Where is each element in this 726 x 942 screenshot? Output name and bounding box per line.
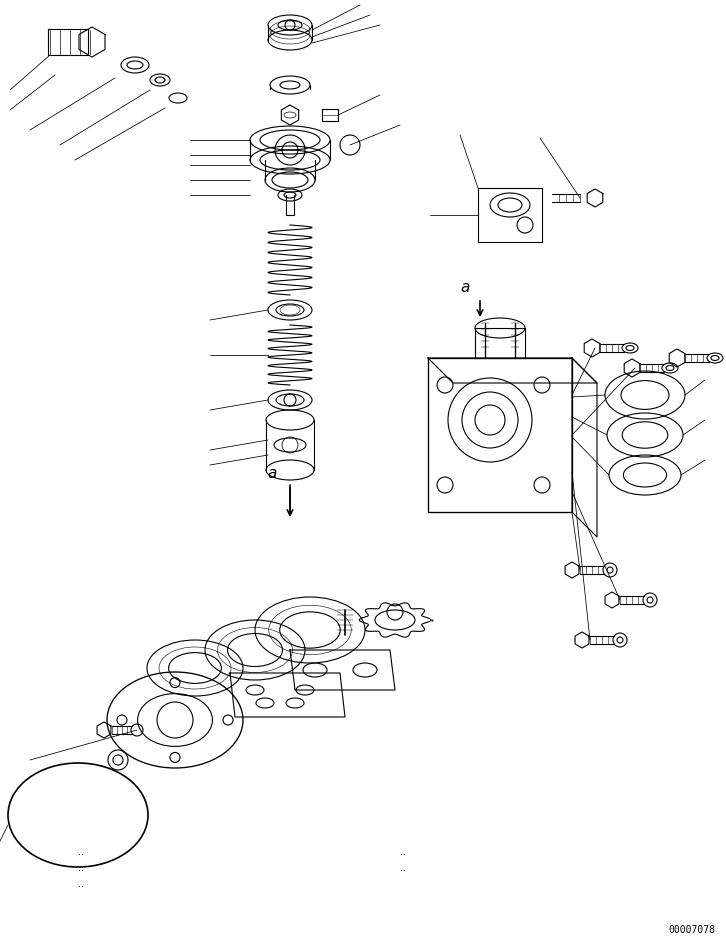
Text: ..: .. — [400, 863, 406, 873]
Text: ..: .. — [78, 879, 84, 889]
Text: 00007078: 00007078 — [668, 925, 715, 935]
Text: ..: .. — [78, 847, 84, 857]
Text: a: a — [267, 465, 277, 480]
Text: ..: .. — [78, 863, 84, 873]
Text: a: a — [460, 281, 470, 296]
Text: ..: .. — [400, 847, 406, 857]
